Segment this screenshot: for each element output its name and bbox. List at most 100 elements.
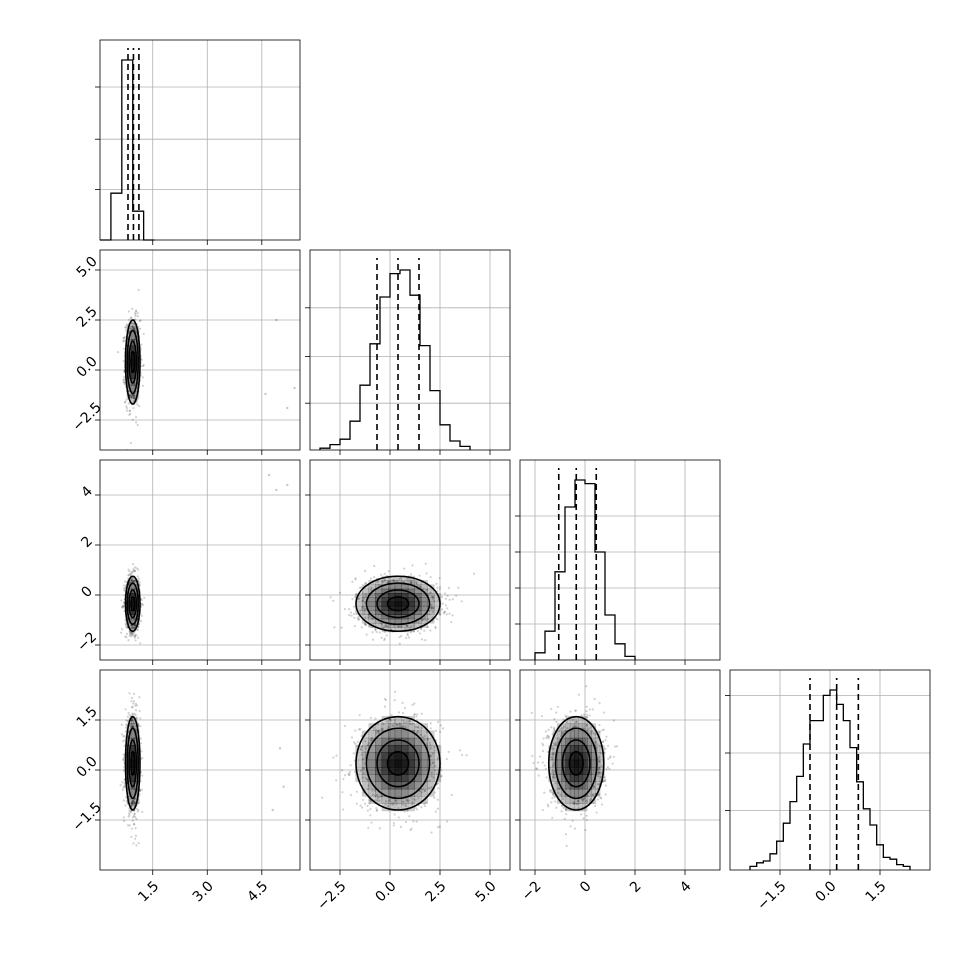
scatter-point [123,739,126,742]
scatter-point [448,612,451,615]
scatter-point [127,711,130,715]
scatter-point [126,715,129,718]
scatter-point [596,736,599,739]
density-cell [427,745,435,753]
scatter-point [428,779,431,782]
scatter-point [131,712,134,715]
y-tick-label: −2.5 [69,399,104,434]
density-cell [574,803,579,812]
scatter-point [133,822,136,826]
scatter-point [128,809,131,812]
density-cell [130,610,136,615]
density-cell [381,730,389,739]
density-cell [355,597,363,603]
density-cell [595,752,601,761]
scatter-point [555,720,558,723]
density-cell [355,752,363,761]
scatter-point [342,808,345,811]
density-cell [414,601,422,607]
scatter-point [387,580,390,583]
scatter-point [358,714,361,717]
density-cell [420,759,429,768]
scatter-point [557,791,560,794]
contour-line [365,727,431,800]
scatter-point [397,711,401,714]
density-cell [130,766,136,775]
density-cell [361,610,369,615]
density-cell [375,796,383,804]
scatter-point [564,808,567,811]
density-cell [394,601,402,607]
scatter-point [129,574,132,577]
scatter-point [414,725,418,729]
scatter-point [592,785,596,789]
scatter-point [604,793,607,796]
contour-line [365,582,431,626]
x-tick-label: 4.5 [244,878,271,905]
scatter-point [607,757,610,760]
scatter-point [433,791,436,794]
scatter-point [409,581,412,585]
scatter-point [132,814,136,818]
x-tick-label: 1.5 [863,878,890,905]
scatter-point [142,332,145,336]
density-cell [414,614,422,620]
density-cell [388,774,396,783]
scatter-point [598,793,601,796]
density-cell [420,618,429,624]
scatter-point [122,753,125,756]
scatter-point [588,714,591,717]
density-cell [394,766,402,775]
scatter-point [594,733,597,736]
density-cell [381,610,389,615]
scatter-point [122,769,125,772]
scatter-point [128,824,131,827]
scatter-point [140,602,144,606]
scatter-point [124,804,127,807]
scatter-point [131,802,134,805]
density-cell [130,605,136,611]
scatter-point [125,323,128,326]
scatter-point [409,579,412,582]
scatter-point [576,799,580,803]
scatter-point [436,782,440,785]
y-tick-label: 4 [78,483,96,501]
scatter-point [585,685,588,688]
density-cell [126,723,132,732]
scatter-point [355,790,359,793]
density-cell [586,730,592,739]
y-tick-label: −2 [74,629,100,655]
scatter-point [135,716,138,719]
density-cell [595,737,601,746]
scatter-point [129,327,132,330]
scatter-point [537,774,540,777]
scatter-point [125,409,129,412]
density-cell [130,575,136,581]
scatter-point [551,816,554,819]
scatter-point [422,738,426,741]
scatter-point [352,612,355,616]
scatter-point [363,623,367,626]
scatter-point [410,625,413,628]
scatter-point [131,802,134,806]
density-cell [434,752,442,761]
scatter-point [130,719,133,722]
scatter-point [130,578,134,581]
scatter-point [599,796,602,799]
histogram-panel-0 [95,39,301,245]
scatter-point [381,580,384,583]
scatter-point [592,801,595,805]
scatter-point [133,797,137,800]
density-cell [375,737,383,746]
contour-line [376,589,420,619]
scatter-point [332,599,335,602]
scatter-point [421,618,424,622]
density-cell [574,745,579,753]
scatter-point [412,624,416,627]
scatter-point [552,775,555,778]
scatter-point [411,722,414,726]
density-cell [130,737,136,746]
scatter-point [421,619,424,622]
scatter-point [587,727,590,731]
scatter-point [417,797,420,800]
